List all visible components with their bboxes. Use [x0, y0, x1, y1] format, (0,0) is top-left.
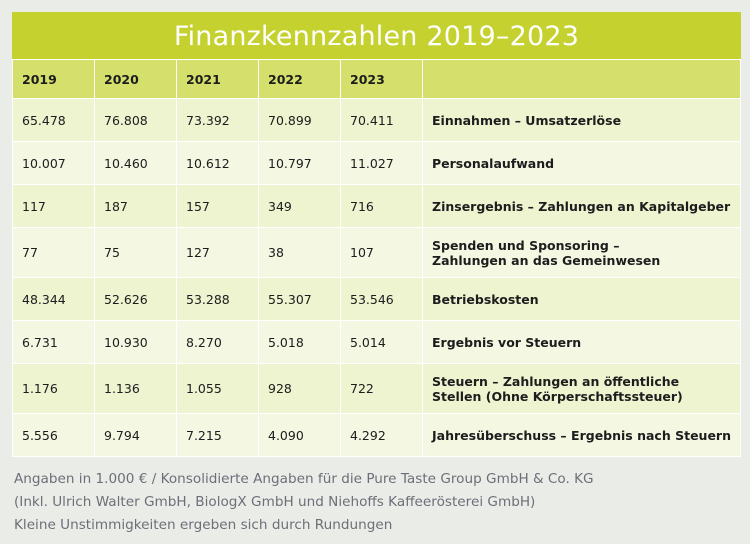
value-cell: 53.288 — [176, 277, 259, 321]
value-cell: 10.460 — [94, 141, 177, 185]
header-cell-2020: 2020 — [94, 59, 177, 99]
value-cell: 1.055 — [176, 363, 259, 414]
row-label-line: Steuern – Zahlungen an öffentliche — [432, 373, 680, 389]
row-label-line: Betriebskosten — [432, 291, 539, 307]
header-cell-label — [422, 59, 741, 99]
row-label: Betriebskosten — [422, 277, 741, 321]
row-label: Ergebnis vor Steuern — [422, 320, 741, 364]
table-row: 48.344 52.626 53.288 55.307 53.546 Betriebsko… — [12, 277, 741, 321]
value-cell: 4.292 — [340, 413, 423, 457]
footnote: Angaben in 1.000 € / Konsolidierte Angab… — [14, 468, 594, 537]
footnote-line: (Inkl. Ulrich Walter GmbH, BiologX GmbH … — [14, 494, 536, 510]
row-label-line: Stellen (Ohne Körperschaftssteuer) — [432, 388, 683, 404]
value-cell: 5.014 — [340, 320, 423, 364]
value-cell: 75 — [94, 227, 177, 278]
value-cell: 117 — [12, 184, 95, 228]
header-cell-2019: 2019 — [12, 59, 95, 99]
value-cell: 70.899 — [258, 98, 341, 142]
value-cell: 70.411 — [340, 98, 423, 142]
row-label: Einnahmen – Umsatzerlöse — [422, 98, 741, 142]
value-cell: 127 — [176, 227, 259, 278]
value-cell: 77 — [12, 227, 95, 278]
value-cell: 48.344 — [12, 277, 95, 321]
value-cell: 157 — [176, 184, 259, 228]
row-label-line: Zinsergebnis – Zahlungen an Kapitalgeber — [432, 198, 731, 214]
value-cell: 5.018 — [258, 320, 341, 364]
row-label: Personalaufwand — [422, 141, 741, 185]
value-cell: 65.478 — [12, 98, 95, 142]
row-label: Jahresüberschuss – Ergebnis nach Steuern — [422, 413, 741, 457]
value-cell: 53.546 — [340, 277, 423, 321]
row-label-line: Personalaufwand — [432, 155, 555, 171]
value-cell: 10.007 — [12, 141, 95, 185]
value-cell: 10.612 — [176, 141, 259, 185]
value-cell: 1.136 — [94, 363, 177, 414]
value-cell: 76.808 — [94, 98, 177, 142]
table-body: 65.478 76.808 73.392 70.899 70.411 Einnahmen … — [12, 98, 741, 457]
table-row: 1.176 1.136 1.055 928 722 Steuern – Zahlungen… — [12, 363, 741, 414]
value-cell: 4.090 — [258, 413, 341, 457]
table-row: 6.731 10.930 8.270 5.018 5.014 Ergebnis vor S… — [12, 320, 741, 364]
table-row: 117 187 157 349 716 Zinsergebnis – Zahlungen … — [12, 184, 741, 228]
value-cell: 11.027 — [340, 141, 423, 185]
row-label: Steuern – Zahlungen an öffentliche Stelle… — [422, 363, 741, 414]
row-label-line: Einnahmen – Umsatzerlöse — [432, 112, 622, 128]
title-bar: Finanzkennzahlen 2019–2023 — [12, 12, 741, 60]
value-cell: 9.794 — [94, 413, 177, 457]
header-cell-2023: 2023 — [340, 59, 423, 99]
value-cell: 928 — [258, 363, 341, 414]
value-cell: 107 — [340, 227, 423, 278]
table-row: 65.478 76.808 73.392 70.899 70.411 Einnahmen … — [12, 98, 741, 142]
value-cell: 187 — [94, 184, 177, 228]
table-row: 77 75 127 38 107 Spenden und Sponsoring – Zahl… — [12, 227, 741, 278]
value-cell: 38 — [258, 227, 341, 278]
row-label: Zinsergebnis – Zahlungen an Kapitalgeber — [422, 184, 741, 228]
table-row: 10.007 10.460 10.612 10.797 11.027 Personalau… — [12, 141, 741, 185]
header-cell-2021: 2021 — [176, 59, 259, 99]
header-row: 2019 2020 2021 2022 2023 — [12, 59, 741, 99]
value-cell: 52.626 — [94, 277, 177, 321]
value-cell: 8.270 — [176, 320, 259, 364]
value-cell: 73.392 — [176, 98, 259, 142]
table-title: Finanzkennzahlen 2019–2023 — [173, 20, 580, 52]
row-label-line: Ergebnis vor Steuern — [432, 334, 582, 350]
value-cell: 349 — [258, 184, 341, 228]
value-cell: 716 — [340, 184, 423, 228]
row-label: Spenden und Sponsoring – Zahlungen an das… — [422, 227, 741, 278]
value-cell: 10.930 — [94, 320, 177, 364]
table-row: 5.556 9.794 7.215 4.090 4.292 Jahresüberschus… — [12, 413, 741, 457]
value-cell: 6.731 — [12, 320, 95, 364]
row-label-line: Zahlungen an das Gemeinwesen — [432, 252, 661, 268]
footnote-line: Angaben in 1.000 € / Konsolidierte Angab… — [14, 471, 594, 487]
value-cell: 1.176 — [12, 363, 95, 414]
footnote-line: Kleine Unstimmigkeiten ergeben sich durc… — [14, 517, 393, 533]
row-label-line: Spenden und Sponsoring – — [432, 237, 620, 253]
value-cell: 722 — [340, 363, 423, 414]
financial-table: 2019 2020 2021 2022 2023 65.478 76.808 73.… — [12, 59, 741, 457]
value-cell: 5.556 — [12, 413, 95, 457]
row-label-line: Jahresüberschuss – Ergebnis nach Steuern — [432, 427, 731, 443]
header-cell-2022: 2022 — [258, 59, 341, 99]
value-cell: 55.307 — [258, 277, 341, 321]
value-cell: 10.797 — [258, 141, 341, 185]
value-cell: 7.215 — [176, 413, 259, 457]
